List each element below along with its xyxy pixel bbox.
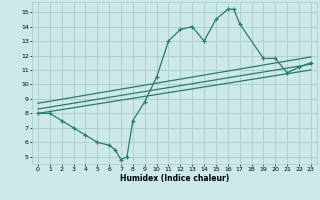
X-axis label: Humidex (Indice chaleur): Humidex (Indice chaleur) <box>120 174 229 183</box>
